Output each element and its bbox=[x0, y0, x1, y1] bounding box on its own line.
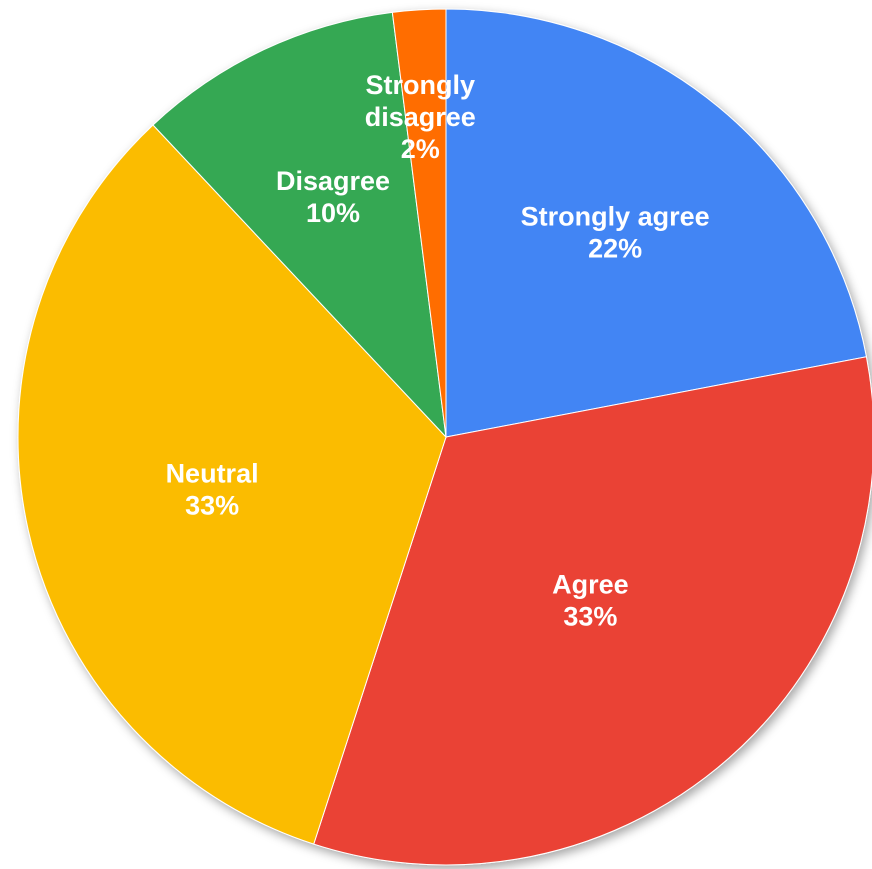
slice-label-agree: Agree 33% bbox=[552, 570, 629, 632]
slice-category-label: Agree bbox=[552, 570, 629, 600]
pie-slice-strongly-agree bbox=[445, 8, 868, 438]
slice-label-strongly-disagree: Strongly disagree 2% bbox=[365, 70, 476, 164]
slice-category-label: Strongly agree bbox=[521, 202, 710, 232]
slice-value-label: 2% bbox=[401, 134, 440, 164]
pie-slice-disagree bbox=[152, 11, 447, 439]
slice-label-strongly-agree: Strongly agree 22% bbox=[521, 202, 710, 264]
slice-category-label: Neutral bbox=[166, 458, 259, 488]
pie-slice-strongly-disagree bbox=[391, 8, 447, 438]
slice-label-neutral: Neutral 33% bbox=[166, 458, 259, 520]
slice-value-label: 33% bbox=[185, 490, 239, 520]
labels-layer: Strongly agree 22%Agree 33%Neutral 33%Disag… bbox=[166, 70, 710, 632]
slices-layer bbox=[17, 8, 872, 866]
slice-category-label: disagree bbox=[365, 102, 476, 132]
slice-value-label: 10% bbox=[306, 198, 360, 228]
slice-label-disagree: Disagree 10% bbox=[276, 166, 390, 228]
slice-value-label: 22% bbox=[588, 234, 642, 264]
slice-category-label: Strongly bbox=[365, 70, 475, 100]
slice-value-label: 33% bbox=[563, 602, 617, 632]
slice-category-label: Disagree bbox=[276, 166, 390, 196]
pie-slice-neutral bbox=[17, 124, 447, 845]
